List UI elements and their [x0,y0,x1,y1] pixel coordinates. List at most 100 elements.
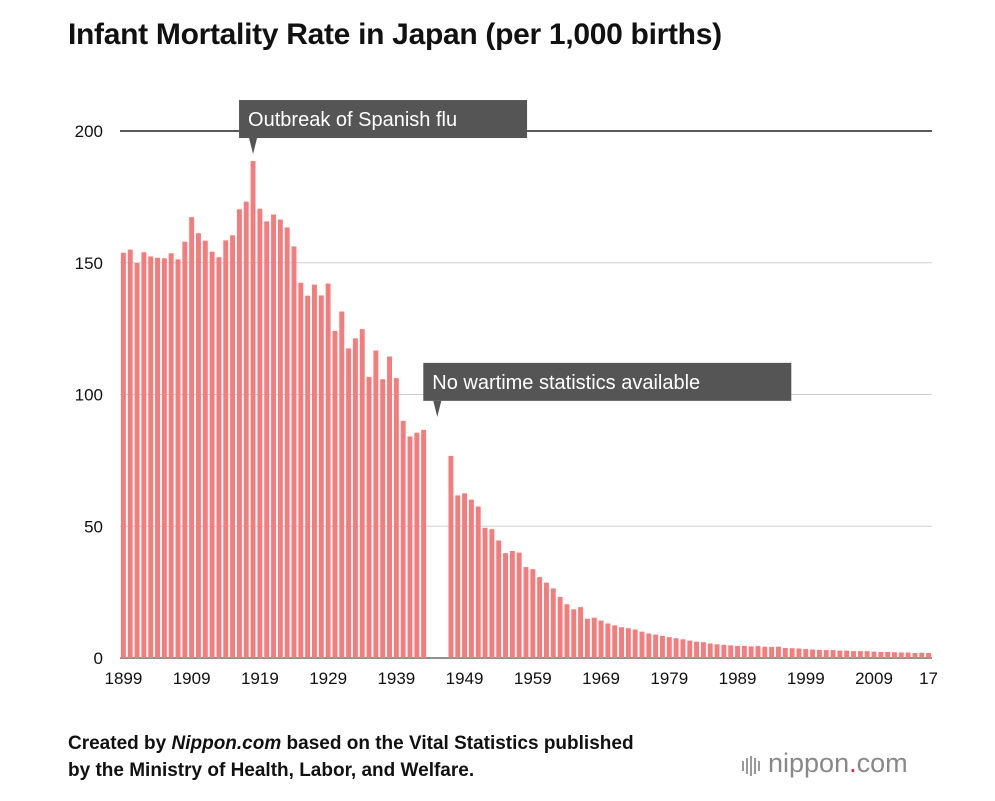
annotation-1: Outbreak of Spanish flu [239,100,528,155]
bar-1942 [414,432,420,658]
bar-1995 [776,646,781,658]
bar-1998 [796,648,802,658]
bar-1961 [544,582,549,658]
annotation-1-text: Outbreak of Spanish flu [248,109,457,131]
bar-1960 [537,577,543,658]
x-tick-1959: 1959 [514,669,552,688]
bar-2017 [926,652,932,658]
logo-dot: . [849,748,857,778]
bar-1910 [196,233,201,659]
bar-1933 [352,338,358,658]
bar-1948 [455,495,461,658]
bar-1963 [557,596,563,658]
bar-1902 [141,252,147,658]
bar-1958 [523,567,529,658]
bar-2010 [878,651,884,658]
bar-1925 [298,282,304,658]
bar-1901 [134,263,140,658]
bar-1992 [755,646,761,658]
bar-1937 [380,379,386,658]
bar-1953 [489,529,495,658]
logo-tld: com [856,748,908,778]
y-tick-0: 0 [94,649,103,668]
bar-2003 [830,650,836,658]
bar-2014 [905,652,911,658]
bar-1921 [271,214,276,658]
bar-1986 [714,644,720,658]
source-credit-line-1: Created by Nippon.com based on the Vital… [68,730,634,757]
bar-2007 [857,651,863,658]
bar-1922 [277,219,283,659]
bar-1936 [373,350,379,658]
bar-1971 [612,625,618,658]
bar-1999 [803,649,809,658]
bar-1966 [578,607,584,658]
bar-1985 [707,643,713,658]
bar-1975 [639,631,645,658]
bar-1917 [243,201,249,658]
bar-1906 [168,253,174,658]
bar-1914 [223,240,229,658]
source-credit-suffix: based on the Vital Statistics published [281,733,634,754]
bar-1968 [591,617,597,658]
bar-2009 [871,651,877,658]
bar-1967 [584,618,590,658]
bar-1983 [694,641,700,658]
x-tick-1989: 1989 [719,669,757,688]
x-tick-1909: 1909 [173,669,211,688]
annotation-2-pointer [433,400,442,417]
x-tick-1979: 1979 [650,669,688,688]
bar-1949 [462,493,468,658]
bar-1905 [161,258,167,658]
chart-title: Infant Mortality Rate in Japan (per 1,00… [68,18,722,51]
y-tick-100: 100 [75,386,103,405]
bar-2015 [912,652,918,658]
bar-1951 [475,506,481,658]
bar-1930 [332,331,338,658]
bar-1927 [312,284,317,658]
bar-2016 [919,652,925,658]
bar-1913 [216,257,222,658]
bar-1997 [789,648,795,658]
x-tick-1999: 1999 [787,669,825,688]
bar-1920 [264,221,270,658]
bar-1977 [653,634,659,658]
bar-1964 [564,604,570,658]
bar-1954 [496,540,502,658]
infant-mortality-bar-chart: 0 50 100 150 200 1899 1909 1919 1929 1939 1949 195… [75,100,938,688]
bar-1908 [182,241,188,659]
x-tick-17: 17 [919,669,938,688]
bar-1916 [236,209,242,658]
bar-1940 [400,420,406,658]
y-tick-200: 200 [75,122,103,141]
bar-1978 [660,635,665,658]
x-tick-2009: 2009 [855,669,893,688]
bar-1903 [148,256,154,658]
source-credit-prefix: Created by [68,733,172,754]
bar-1911 [202,240,208,658]
bar-1965 [571,609,577,658]
x-tick-1919: 1919 [241,669,279,688]
bar-1984 [700,642,706,658]
bar-1929 [325,283,331,658]
bar-1932 [346,348,352,658]
bar-2002 [823,650,829,658]
bar-1956 [509,551,515,658]
x-tick-1939: 1939 [377,669,415,688]
y-tick-150: 150 [75,254,103,273]
bar-1935 [366,376,372,658]
bar-1959 [530,569,536,658]
bar-1952 [482,527,488,658]
bar-1928 [318,295,324,658]
bar-1982 [687,640,693,658]
bar-1970 [605,623,611,658]
bar-1980 [673,638,679,658]
source-credit-site: Nippon.com [171,733,282,754]
bar-1981 [680,639,686,658]
bar-1915 [230,235,236,658]
bar-1972 [619,627,624,658]
bar-1941 [407,436,413,658]
bar-1909 [189,217,195,658]
bar-2008 [864,651,870,658]
bar-1976 [646,633,652,658]
